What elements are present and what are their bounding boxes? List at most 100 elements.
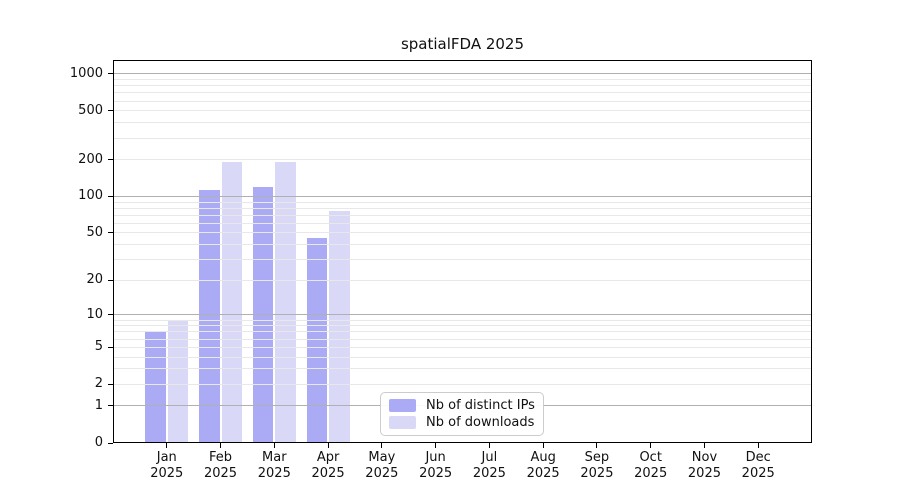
y-tick-mark <box>108 442 113 444</box>
bar-distinct-ips-jan <box>145 331 166 443</box>
x-tick-label: Dec 2025 <box>731 450 785 482</box>
gridline-minor <box>113 222 812 224</box>
x-tick-label: Jun 2025 <box>409 450 463 482</box>
gridline-minor <box>113 331 812 333</box>
legend-swatch-distinct-ips <box>389 399 416 412</box>
gridline-minor <box>113 338 812 340</box>
gridline-minor <box>113 110 812 112</box>
gridline-minor <box>113 319 812 321</box>
gridline-minor <box>113 214 812 216</box>
gridline-major <box>113 314 812 316</box>
gridline-minor <box>113 159 812 161</box>
x-tick-year: 2025 <box>365 466 399 481</box>
x-tick-year: 2025 <box>311 466 345 481</box>
x-tick-mark <box>381 443 383 448</box>
y-tick-mark <box>108 279 113 281</box>
x-tick-year: 2025 <box>472 466 506 481</box>
gridline-minor <box>113 122 812 124</box>
gridline-minor <box>113 207 812 209</box>
y-tick-mark <box>108 314 113 316</box>
bar-distinct-ips-feb <box>199 190 220 443</box>
x-tick-label: Jan 2025 <box>140 450 194 482</box>
x-tick-year: 2025 <box>257 466 291 481</box>
y-tick-mark <box>108 346 113 348</box>
x-tick-mark <box>166 443 168 448</box>
bar-distinct-ips-apr <box>306 238 328 443</box>
x-tick-label: Sep 2025 <box>570 450 624 482</box>
x-tick-label: Apr 2025 <box>301 450 355 482</box>
x-tick-label: Mar 2025 <box>247 450 301 482</box>
y-tick-label: 50 <box>86 224 103 240</box>
x-tick-label: Jul 2025 <box>462 450 516 482</box>
x-tick-year: 2025 <box>526 466 560 481</box>
gridline-major <box>113 73 812 75</box>
x-tick-mark <box>703 443 705 448</box>
gridline-minor <box>113 232 812 234</box>
x-tick-mark <box>650 443 652 448</box>
bar-downloads-jan <box>167 320 189 443</box>
bar-downloads-apr <box>329 210 350 443</box>
y-tick-label: 5 <box>94 339 103 355</box>
x-tick-label: Nov 2025 <box>677 450 731 482</box>
bar-downloads-feb <box>221 161 243 443</box>
gridline-minor <box>113 201 812 203</box>
bar-downloads-mar <box>275 161 296 443</box>
x-tick-label: Aug 2025 <box>516 450 570 482</box>
y-tick-mark <box>108 73 113 75</box>
x-tick-month: Jun <box>425 450 446 465</box>
y-tick-label: 1000 <box>69 65 103 81</box>
gridline-minor <box>113 259 812 261</box>
gridline-minor <box>113 325 812 327</box>
legend-label-distinct-ips: Nb of distinct IPs <box>426 398 535 413</box>
gridline-major <box>113 195 812 197</box>
x-tick-month: Jan <box>156 450 177 465</box>
x-tick-label: Oct 2025 <box>624 450 678 482</box>
x-tick-mark <box>542 443 544 448</box>
y-tick-mark <box>108 405 113 407</box>
y-tick-label: 0 <box>94 435 103 450</box>
gridline-minor <box>113 85 812 87</box>
gridline-minor <box>113 279 812 281</box>
gridline-minor <box>113 100 812 102</box>
x-tick-month: Nov <box>691 450 718 465</box>
x-tick-year: 2025 <box>634 466 668 481</box>
y-tick-label: 200 <box>78 151 103 167</box>
y-tick-mark <box>108 195 113 197</box>
x-tick-year: 2025 <box>150 466 184 481</box>
y-tick-mark <box>108 110 113 112</box>
gridline-minor <box>113 368 812 370</box>
x-tick-year: 2025 <box>741 466 775 481</box>
gridline-minor <box>113 79 812 81</box>
gridline-minor <box>113 356 812 358</box>
x-tick-mark <box>220 443 222 448</box>
x-tick-month: Feb <box>209 450 233 465</box>
x-tick-month: May <box>368 450 396 465</box>
x-tick-mark <box>273 443 275 448</box>
x-tick-mark <box>596 443 598 448</box>
legend-item-distinct-ips: Nb of distinct IPs <box>389 398 535 413</box>
x-tick-mark <box>757 443 759 448</box>
x-tick-mark <box>488 443 490 448</box>
y-tick-mark <box>108 383 113 385</box>
gridline-minor <box>113 383 812 385</box>
x-tick-month: Mar <box>262 450 287 465</box>
x-tick-mark <box>435 443 437 448</box>
gridline-minor <box>113 244 812 246</box>
x-tick-month: Aug <box>530 450 556 465</box>
legend-swatch-downloads <box>389 416 416 429</box>
y-tick-mark <box>108 232 113 234</box>
x-tick-year: 2025 <box>419 466 453 481</box>
plot-area <box>113 60 812 443</box>
y-tick-label: 20 <box>86 272 103 288</box>
x-tick-label: Feb 2025 <box>194 450 248 482</box>
x-tick-month: Oct <box>639 450 662 465</box>
x-tick-month: Dec <box>745 450 771 465</box>
legend-item-downloads: Nb of downloads <box>389 415 535 430</box>
y-tick-label: 2 <box>94 376 103 392</box>
x-tick-year: 2025 <box>687 466 721 481</box>
x-tick-label: May 2025 <box>355 450 409 482</box>
chart-title: spatialFDA 2025 <box>400 35 525 53</box>
y-tick-label: 100 <box>78 188 103 204</box>
legend-label-downloads: Nb of downloads <box>426 415 535 430</box>
